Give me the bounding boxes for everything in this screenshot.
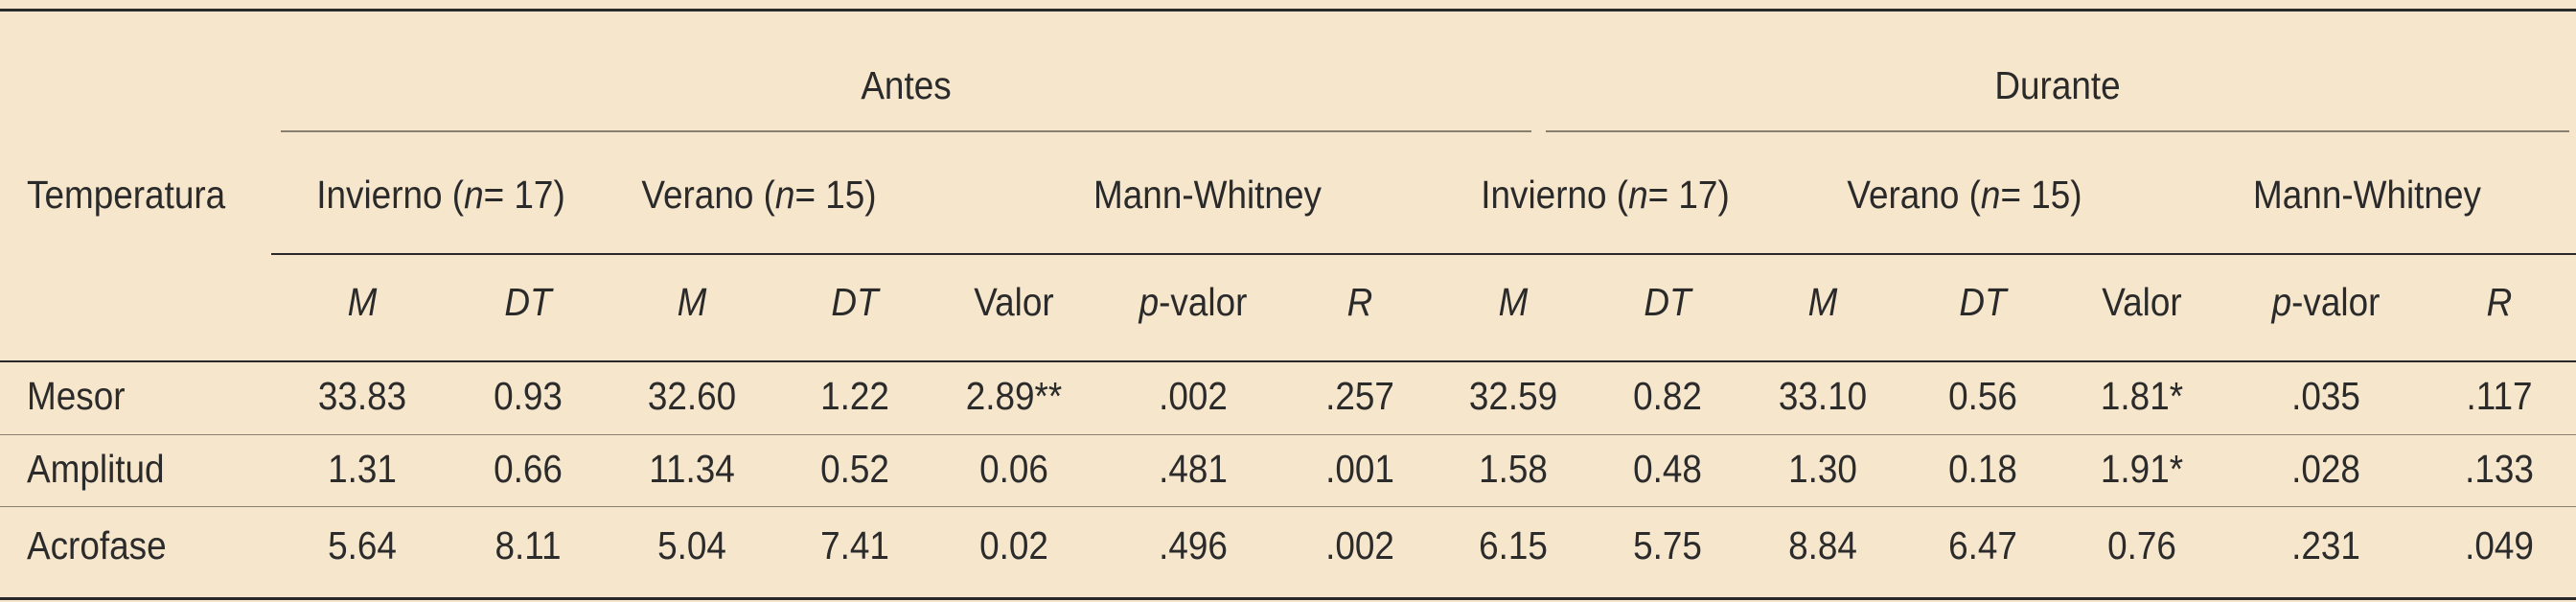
column-header: M	[1807, 279, 1838, 324]
table-cell: 32.60	[647, 373, 737, 418]
p-symbol: p	[1138, 279, 1160, 324]
table-cell: 0.66	[494, 446, 563, 491]
table-cell: .035	[2291, 373, 2360, 418]
n-symbol: n	[464, 172, 484, 217]
column-header: M	[347, 279, 378, 324]
row-label: Acrofase	[27, 522, 167, 567]
column-header: DT	[831, 279, 879, 324]
subgroup-text: Invierno (	[316, 172, 465, 217]
n-symbol: n	[1980, 172, 2001, 217]
p-symbol: p	[2271, 279, 2292, 324]
table-cell: 1.91*	[2100, 446, 2184, 491]
table-cell: .001	[1325, 446, 1394, 491]
table-cell: 7.41	[820, 522, 889, 567]
group-header-durante: Durante	[1994, 62, 2121, 107]
column-header: Valor	[2102, 279, 2182, 324]
table-cell: 33.10	[1778, 373, 1868, 418]
column-header: DT	[1644, 279, 1691, 324]
n-symbol: n	[774, 172, 795, 217]
subgroup-text: = 17)	[483, 172, 565, 217]
table-cell: .496	[1159, 522, 1228, 567]
table-cell: 1.81*	[2100, 373, 2184, 418]
table-cell: .117	[2466, 373, 2533, 418]
table-cell: 0.18	[1948, 446, 2017, 491]
table-cell: .002	[1159, 373, 1228, 418]
table-cell: 0.56	[1948, 373, 2017, 418]
table-cell: .133	[2465, 446, 2534, 491]
row-rule-2	[0, 506, 2576, 507]
table-cell: 1.58	[1479, 446, 1548, 491]
top-rule	[0, 9, 2576, 12]
subgroup-mann-whitney-antes: Mann-Whitney	[1093, 172, 1322, 217]
table-cell: .002	[1325, 522, 1394, 567]
subgroup-invierno-durante: Invierno (n = 17)	[1459, 163, 1752, 226]
subgroup-rule	[271, 253, 2576, 255]
row-label: Mesor	[27, 373, 126, 418]
subgroup-text: = 15)	[2000, 172, 2082, 217]
table-cell: 0.02	[979, 522, 1048, 567]
table-cell: .049	[2465, 522, 2534, 567]
column-header: p -valor	[2253, 270, 2400, 334]
subgroup-text: = 17)	[1647, 172, 1730, 217]
table-cell: .028	[2291, 446, 2360, 491]
column-header: M	[1498, 279, 1529, 324]
table-cell: 5.75	[1633, 522, 1702, 567]
group-rule-antes	[281, 130, 1531, 132]
table-cell: .257	[1325, 373, 1394, 418]
n-symbol: n	[1628, 172, 1648, 217]
subgroup-text: = 15)	[794, 172, 877, 217]
table-cell: 1.31	[328, 446, 397, 491]
column-header: M	[677, 279, 707, 324]
row-rule-1	[0, 434, 2576, 435]
column-header-text: -valor	[1159, 279, 1248, 324]
bottom-rule	[0, 597, 2576, 600]
column-header: p -valor	[1120, 270, 1267, 334]
table-cell: 0.76	[2107, 522, 2176, 567]
table-cell: 6.15	[1479, 522, 1548, 567]
subgroup-text: Invierno (	[1481, 172, 1629, 217]
table-cell: 1.22	[820, 373, 889, 418]
group-rule-durante	[1546, 130, 2569, 132]
subgroup-text: Verano (	[641, 172, 775, 217]
table-cell: 8.84	[1788, 522, 1857, 567]
stub-header: Temperatura	[27, 172, 226, 217]
table-cell: .231	[2291, 522, 2360, 567]
table-cell: 8.11	[494, 522, 562, 567]
subgroup-invierno-antes: Invierno (n = 17)	[294, 163, 587, 226]
table-cell: 0.93	[494, 373, 563, 418]
column-header: DT	[504, 279, 552, 324]
table-cell: 2.89**	[965, 373, 1063, 418]
table-cell: 32.59	[1468, 373, 1558, 418]
row-label: Amplitud	[27, 446, 165, 491]
table-cell: 6.47	[1948, 522, 2017, 567]
table-cell: 5.64	[328, 522, 397, 567]
table-cell: .481	[1159, 446, 1228, 491]
subgroup-verano-durante: Verano (n = 15)	[1827, 163, 2103, 226]
subgroup-mann-whitney-durante: Mann-Whitney	[2253, 172, 2481, 217]
subgroup-verano-antes: Verano (n = 15)	[621, 163, 897, 226]
table-cell: 0.06	[979, 446, 1048, 491]
header-bottom-rule	[0, 360, 2576, 362]
table-cell: 5.04	[657, 522, 726, 567]
table-cell: 33.83	[317, 373, 407, 418]
column-header-text: -valor	[2291, 279, 2380, 324]
subgroup-text: Verano (	[1847, 172, 1981, 217]
table-cell: 0.52	[820, 446, 889, 491]
column-header: DT	[1959, 279, 2007, 324]
column-header: R	[2486, 279, 2513, 324]
column-header: R	[1346, 279, 1373, 324]
table-cell: 1.30	[1788, 446, 1857, 491]
column-header: Valor	[974, 279, 1054, 324]
table-cell: 0.48	[1633, 446, 1702, 491]
table-cell: 11.34	[649, 446, 735, 491]
group-header-antes: Antes	[861, 62, 952, 107]
table-cell: 0.82	[1633, 373, 1702, 418]
